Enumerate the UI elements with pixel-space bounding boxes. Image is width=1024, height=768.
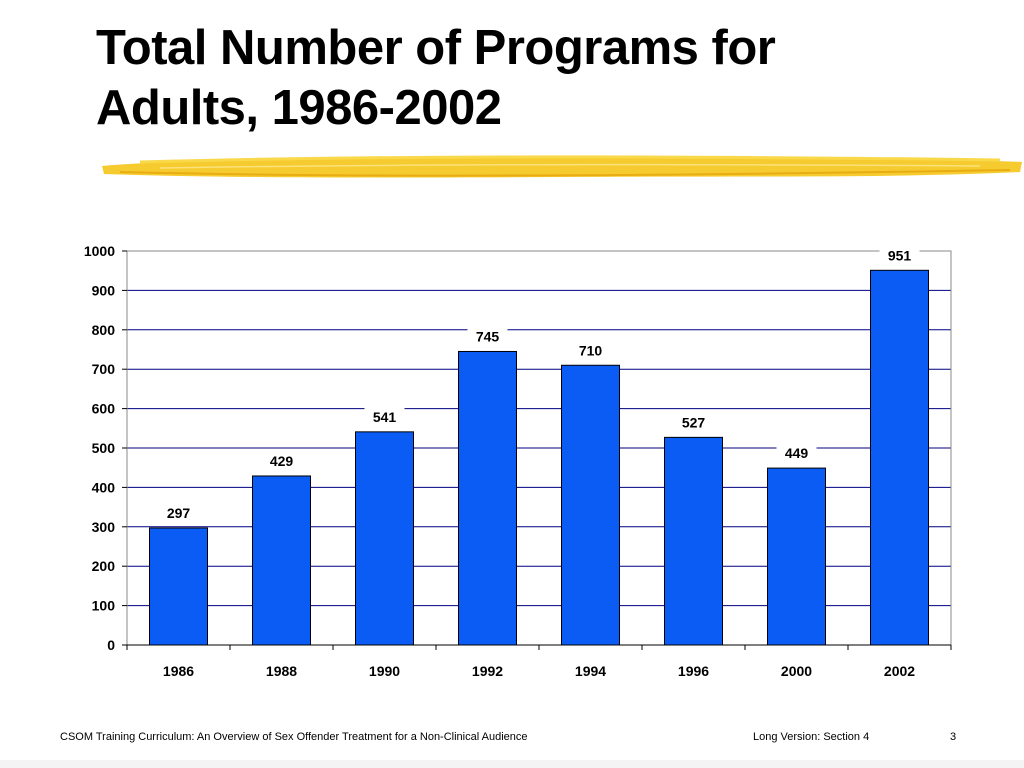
y-tick-label: 300 [92, 519, 116, 535]
footer-course-title: CSOM Training Curriculum: An Overview of… [60, 731, 528, 743]
y-tick-label: 200 [92, 558, 116, 574]
x-tick-label: 1996 [678, 663, 709, 679]
data-label: 429 [270, 453, 294, 469]
data-label-background [673, 411, 714, 432]
data-label-background [158, 501, 199, 522]
yellow-highlighter-stroke [102, 155, 1022, 178]
footer-section: Long Version: Section 4 [753, 731, 870, 743]
y-tick-label: 100 [92, 598, 116, 614]
data-label-background [776, 442, 817, 463]
page-number: 3 [950, 731, 957, 743]
bar [561, 364, 620, 646]
data-label: 527 [682, 414, 706, 430]
y-tick-label: 600 [92, 401, 116, 417]
bottom-band [0, 760, 1024, 768]
x-tick-label: 1994 [575, 663, 606, 679]
bar-chart: 0 100 200 300 400 500 600 700 800 900 1000 297 1986 4… [84, 243, 952, 679]
data-label: 541 [373, 409, 397, 425]
data-label-background [364, 405, 405, 426]
x-tick-label: 1988 [266, 663, 297, 679]
slide-title: Total Number of Programs for Adults, 198… [96, 21, 776, 135]
data-label: 745 [476, 328, 500, 344]
y-tick-label: 500 [92, 440, 116, 456]
y-tick-label: 0 [107, 637, 115, 653]
bar [664, 436, 723, 646]
data-label-background [467, 325, 508, 346]
data-label-background [261, 449, 302, 470]
y-tick-label: 800 [92, 322, 116, 338]
x-tick-label: 2000 [781, 663, 812, 679]
data-label: 449 [785, 445, 809, 461]
x-tick-label: 1986 [163, 663, 194, 679]
bar [149, 527, 208, 646]
bar [870, 269, 929, 646]
data-label-background [879, 244, 920, 265]
bar [458, 350, 517, 646]
x-tick-label: 1992 [472, 663, 503, 679]
data-label: 951 [888, 247, 912, 263]
data-label-background [570, 339, 611, 360]
y-tick-label: 1000 [84, 243, 115, 259]
x-tick-label: 1990 [369, 663, 400, 679]
bar [355, 431, 414, 646]
data-label: 297 [167, 505, 191, 521]
bar [767, 467, 826, 646]
y-tick-label: 900 [92, 282, 116, 298]
bar [252, 475, 311, 646]
y-tick-label: 400 [92, 479, 116, 495]
x-tick-label: 2002 [884, 663, 915, 679]
y-tick-label: 700 [92, 361, 116, 377]
data-label: 710 [579, 342, 603, 358]
